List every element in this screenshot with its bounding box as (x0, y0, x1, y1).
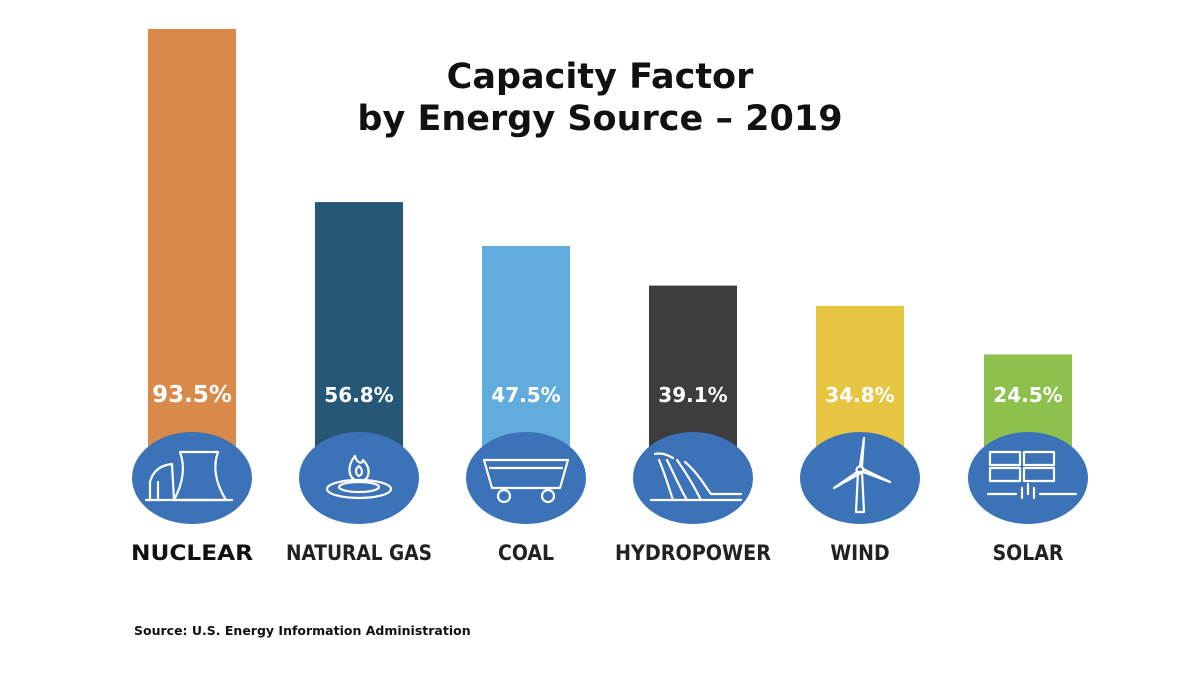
category-label: NATURAL GAS (286, 541, 432, 565)
bar-nuclear (148, 29, 236, 470)
icon-circle (132, 432, 252, 524)
icon-circle (968, 432, 1088, 524)
icon-circle (466, 432, 586, 524)
category-label: COAL (498, 541, 554, 565)
dam-icon (649, 452, 743, 502)
chart-title-line-2: by Energy Source – 2019 (357, 99, 843, 139)
icon-circle (800, 432, 920, 524)
category-label: NUCLEAR (131, 541, 254, 565)
icon-circle (633, 432, 753, 524)
gas-flame-icon (325, 454, 393, 500)
value-label: 93.5% (152, 382, 232, 408)
solar-panel-icon (986, 450, 1078, 500)
chart-title: Capacity Factor by Energy Source – 2019 (0, 56, 1200, 140)
category-label: WIND (830, 541, 889, 565)
category-label: SOLAR (993, 541, 1064, 565)
icon-circle (299, 432, 419, 524)
chart-title-line-1: Capacity Factor (446, 57, 754, 97)
value-label: 39.1% (658, 383, 727, 407)
wind-turbine-icon (832, 436, 892, 514)
category-label: HYDROPOWER (615, 541, 771, 565)
bar-natural-gas (315, 202, 403, 470)
coal-cart-icon (482, 458, 570, 504)
value-label: 47.5% (491, 383, 560, 407)
cooling-tower-icon (144, 450, 234, 502)
value-label: 24.5% (993, 383, 1062, 407)
source-note: Source: U.S. Energy Information Administ… (134, 623, 471, 638)
value-label: 56.8% (324, 383, 393, 407)
value-label: 34.8% (825, 383, 894, 407)
